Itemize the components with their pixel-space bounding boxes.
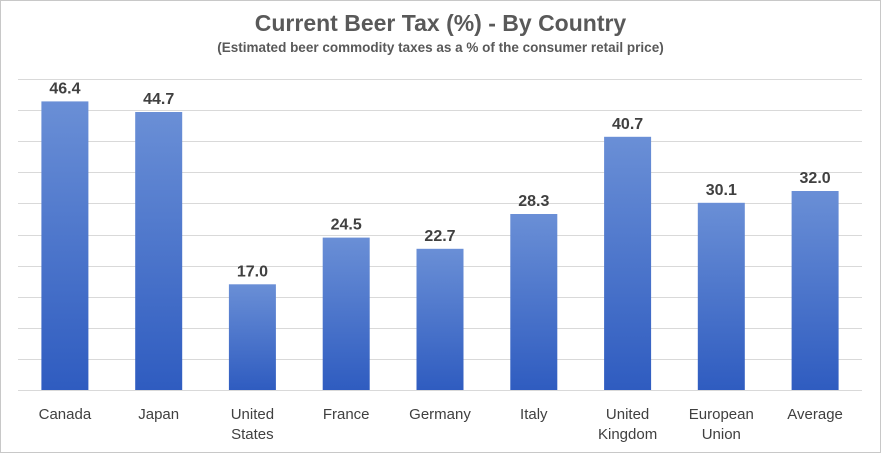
- data-label: 46.4: [49, 80, 80, 97]
- bar: [135, 112, 183, 390]
- category-label: European Union: [689, 406, 754, 443]
- bar: [228, 284, 276, 390]
- data-label: 40.7: [612, 116, 643, 133]
- data-label: 32.0: [800, 170, 831, 187]
- category-label: Canada: [39, 406, 92, 423]
- category-label: Japan: [138, 406, 179, 423]
- category-labels: Canada Japan United States France Germany Ital…: [39, 406, 843, 443]
- category-label: United Kingdom: [598, 406, 657, 443]
- bar: [510, 214, 558, 390]
- bars: [41, 101, 839, 391]
- data-label: 44.7: [143, 91, 174, 108]
- category-label: Average: [787, 406, 843, 423]
- category-label: Italy: [520, 406, 548, 423]
- category-label: Germany: [409, 406, 471, 423]
- bar: [322, 237, 370, 390]
- bar: [41, 101, 89, 391]
- data-label: 22.7: [424, 228, 455, 245]
- data-label: 28.3: [518, 193, 549, 210]
- data-label: 24.5: [331, 217, 362, 234]
- category-label: United States: [231, 406, 274, 443]
- bar: [416, 248, 464, 390]
- data-labels: 46.4 44.7 17.0 24.5 22.7 28.3 40.7 30.1 32.0: [49, 80, 830, 280]
- data-label: 17.0: [237, 263, 268, 280]
- chart-subtitle: (Estimated beer commodity taxes as a % o…: [217, 40, 664, 55]
- bar: [791, 191, 839, 390]
- chart-title: Current Beer Tax (%) - By Country: [254, 10, 627, 36]
- bar: [604, 136, 652, 390]
- bar: [697, 202, 745, 390]
- category-label: France: [323, 406, 370, 423]
- data-label: 30.1: [706, 182, 737, 199]
